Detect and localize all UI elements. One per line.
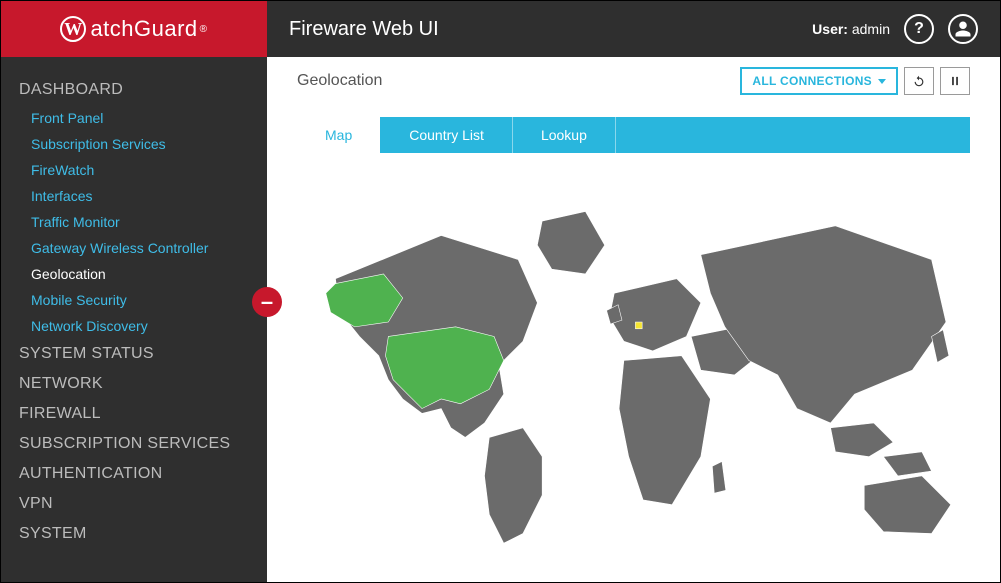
trademark: ® (200, 24, 208, 35)
pause-icon (948, 74, 962, 88)
nav-section-system[interactable]: SYSTEM (1, 519, 267, 549)
sidebar-item-firewatch[interactable]: FireWatch (1, 157, 267, 183)
brand-logo: W atchGuard ® (1, 1, 267, 57)
pause-button[interactable] (940, 67, 970, 95)
region-netherlands[interactable] (635, 322, 642, 329)
nav-section-system-status[interactable]: SYSTEM STATUS (1, 339, 267, 369)
sidebar: DASHBOARD Front Panel Subscription Servi… (1, 57, 267, 582)
nav-section-firewall[interactable]: FIREWALL (1, 399, 267, 429)
sidebar-collapse-button[interactable]: – (252, 287, 282, 317)
sidebar-item-interfaces[interactable]: Interfaces (1, 183, 267, 209)
app-title: Fireware Web UI (289, 18, 812, 41)
user-label: User: admin (812, 21, 890, 37)
nav-section-network[interactable]: NETWORK (1, 369, 267, 399)
user-icon (954, 20, 972, 38)
nav-section-subscription-services[interactable]: SUBSCRIPTION SERVICES (1, 429, 267, 459)
refresh-icon (912, 74, 926, 88)
sidebar-item-traffic-monitor[interactable]: Traffic Monitor (1, 209, 267, 235)
sidebar-item-mobile-security[interactable]: Mobile Security (1, 287, 267, 313)
sidebar-item-network-discovery[interactable]: Network Discovery (1, 313, 267, 339)
sidebar-item-gateway-wireless-controller[interactable]: Gateway Wireless Controller (1, 235, 267, 261)
help-button[interactable]: ? (904, 14, 934, 44)
world-map[interactable] (297, 153, 970, 568)
chevron-down-icon (878, 79, 886, 84)
tab-bar: Map Country List Lookup (297, 117, 970, 153)
sidebar-item-front-panel[interactable]: Front Panel (1, 105, 267, 131)
page-title: Geolocation (297, 72, 740, 90)
tab-map[interactable]: Map (297, 117, 381, 153)
tab-lookup[interactable]: Lookup (513, 117, 616, 153)
sidebar-item-subscription-services[interactable]: Subscription Services (1, 131, 267, 157)
nav-section-dashboard[interactable]: DASHBOARD (1, 75, 267, 105)
brand-name: atchGuard (90, 16, 197, 42)
brand-mark-icon: W (60, 16, 86, 42)
user-avatar-button[interactable] (948, 14, 978, 44)
connections-dropdown[interactable]: ALL CONNECTIONS (740, 67, 898, 95)
sidebar-item-geolocation[interactable]: Geolocation (1, 261, 267, 287)
nav-section-vpn[interactable]: VPN (1, 489, 267, 519)
tab-country-list[interactable]: Country List (381, 117, 513, 153)
refresh-button[interactable] (904, 67, 934, 95)
nav-section-authentication[interactable]: AUTHENTICATION (1, 459, 267, 489)
